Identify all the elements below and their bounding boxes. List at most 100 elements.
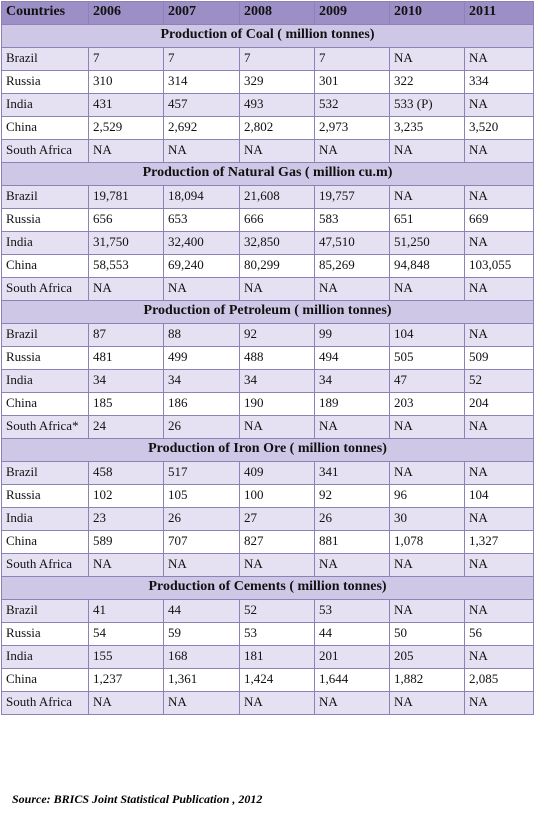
country-cell: Brazil <box>1 323 89 347</box>
value-cell: 2,529 <box>88 116 164 140</box>
value-cell: 23 <box>88 507 164 531</box>
country-cell: Russia <box>1 70 89 94</box>
value-cell: 85,269 <box>314 254 390 278</box>
column-header: 2006 <box>88 1 164 25</box>
value-cell: 1,882 <box>389 668 465 692</box>
section-title: Production of Cements ( million tonnes) <box>1 576 534 600</box>
value-cell: 186 <box>163 392 240 416</box>
value-cell: NA <box>464 185 534 209</box>
value-cell: 3,520 <box>464 116 534 140</box>
value-cell: NA <box>464 507 534 531</box>
value-cell: 100 <box>239 484 315 508</box>
value-cell: 52 <box>464 369 534 393</box>
value-cell: NA <box>389 277 465 301</box>
value-cell: 50 <box>389 622 465 646</box>
section-title: Production of Natural Gas ( million cu.m… <box>1 162 534 186</box>
value-cell: 34 <box>88 369 164 393</box>
value-cell: 509 <box>464 346 534 370</box>
value-cell: NA <box>314 553 390 577</box>
country-cell: South Africa <box>1 277 89 301</box>
value-cell: NA <box>389 553 465 577</box>
column-header: 2007 <box>163 1 240 25</box>
value-cell: 32,850 <box>239 231 315 255</box>
section-row: Production of Petroleum ( million tonnes… <box>1 300 534 324</box>
value-cell: 31,750 <box>88 231 164 255</box>
value-cell: 334 <box>464 70 534 94</box>
country-cell: Russia <box>1 346 89 370</box>
data-row: Brazil 458 517 409 341 NA NA <box>1 461 534 485</box>
value-cell: 656 <box>88 208 164 232</box>
data-row: China 2,529 2,692 2,802 2,973 3,235 3,520 <box>1 116 534 140</box>
value-cell: 1,078 <box>389 530 465 554</box>
value-cell: 34 <box>239 369 315 393</box>
value-cell: 881 <box>314 530 390 554</box>
value-cell: 517 <box>163 461 240 485</box>
value-cell: 431 <box>88 93 164 117</box>
column-header: 2009 <box>314 1 390 25</box>
value-cell: 310 <box>88 70 164 94</box>
value-cell: NA <box>239 139 315 163</box>
country-cell: China <box>1 254 89 278</box>
section-title: Production of Iron Ore ( million tonnes) <box>1 438 534 462</box>
value-cell: 2,973 <box>314 116 390 140</box>
data-row: Russia 102 105 100 92 96 104 <box>1 484 534 508</box>
value-cell: 651 <box>389 208 465 232</box>
data-row: South Africa NA NA NA NA NA NA <box>1 139 534 163</box>
value-cell: 44 <box>163 599 240 623</box>
country-cell: Russia <box>1 208 89 232</box>
value-cell: 103,055 <box>464 254 534 278</box>
value-cell: NA <box>239 691 315 715</box>
data-row: India 31,750 32,400 32,850 47,510 51,250 NA <box>1 231 534 255</box>
country-cell: India <box>1 93 89 117</box>
data-row: Brazil 7 7 7 7 NA NA <box>1 47 534 71</box>
value-cell: 653 <box>163 208 240 232</box>
value-cell: 105 <box>163 484 240 508</box>
value-cell: 185 <box>88 392 164 416</box>
value-cell: NA <box>464 645 534 669</box>
value-cell: 1,327 <box>464 530 534 554</box>
value-cell: 99 <box>314 323 390 347</box>
country-cell: South Africa <box>1 139 89 163</box>
country-cell: China <box>1 530 89 554</box>
value-cell: 301 <box>314 70 390 94</box>
value-cell: NA <box>88 691 164 715</box>
value-cell: 827 <box>239 530 315 554</box>
data-row: Russia 54 59 53 44 50 56 <box>1 622 534 646</box>
value-cell: 532 <box>314 93 390 117</box>
value-cell: 54 <box>88 622 164 646</box>
value-cell: 80,299 <box>239 254 315 278</box>
value-cell: NA <box>314 415 390 439</box>
section-title: Production of Petroleum ( million tonnes… <box>1 300 534 324</box>
value-cell: NA <box>88 139 164 163</box>
value-cell: 21,608 <box>239 185 315 209</box>
header-row: Countries 2006 2007 2008 2009 2010 2011 <box>1 1 534 25</box>
column-header: 2008 <box>239 1 315 25</box>
value-cell: 201 <box>314 645 390 669</box>
value-cell: 27 <box>239 507 315 531</box>
value-cell: NA <box>239 277 315 301</box>
value-cell: 96 <box>389 484 465 508</box>
value-cell: 7 <box>88 47 164 71</box>
value-cell: 666 <box>239 208 315 232</box>
value-cell: 168 <box>163 645 240 669</box>
value-cell: 34 <box>314 369 390 393</box>
column-header: 2010 <box>389 1 465 25</box>
value-cell: 53 <box>314 599 390 623</box>
value-cell: 314 <box>163 70 240 94</box>
value-cell: 69,240 <box>163 254 240 278</box>
value-cell: 44 <box>314 622 390 646</box>
data-row: South Africa NA NA NA NA NA NA <box>1 691 534 715</box>
data-row: Russia 310 314 329 301 322 334 <box>1 70 534 94</box>
value-cell: NA <box>163 691 240 715</box>
value-cell: 2,085 <box>464 668 534 692</box>
value-cell: 488 <box>239 346 315 370</box>
value-cell: NA <box>389 185 465 209</box>
value-cell: 19,781 <box>88 185 164 209</box>
value-cell: 329 <box>239 70 315 94</box>
value-cell: 533 (P) <box>389 93 465 117</box>
value-cell: NA <box>464 599 534 623</box>
country-cell: South Africa <box>1 691 89 715</box>
value-cell: 669 <box>464 208 534 232</box>
production-table: Countries 2006 2007 2008 2009 2010 2011 Product… <box>1 1 534 715</box>
value-cell: 58,553 <box>88 254 164 278</box>
